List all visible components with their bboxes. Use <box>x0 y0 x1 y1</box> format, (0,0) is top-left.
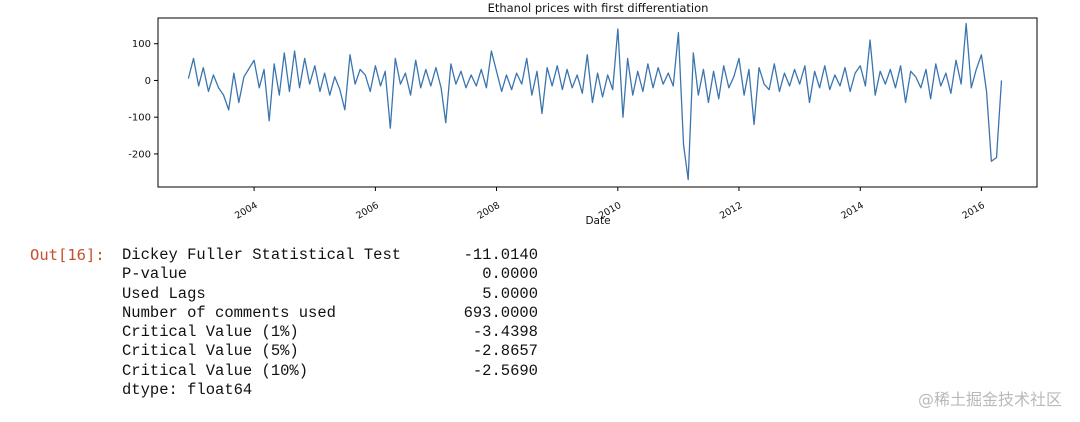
output-row: Critical Value (5%) -2.8657 <box>122 342 538 361</box>
chart-title: Ethanol prices with first differentiatio… <box>488 1 709 15</box>
x-axis-label: Date <box>585 215 610 227</box>
x-tick-label: 2016 <box>960 200 986 222</box>
output-row: P-value 0.0000 <box>122 265 538 284</box>
output-row-label: Used Lags <box>122 284 206 303</box>
plot-frame <box>157 17 1038 188</box>
output-row-label: Dickey Fuller Statistical Test <box>122 246 402 264</box>
output-row: Number of comments used 693.0000 <box>122 304 538 323</box>
y-tick-label: 100 <box>132 39 151 50</box>
output-row-value: 5.0000 <box>482 284 538 303</box>
output-row-label: P-value <box>122 265 188 284</box>
series-line <box>187 22 1003 181</box>
output-row-value: -11.0140 <box>463 246 538 264</box>
y-axis: 100 0 -100 -200 <box>128 39 158 160</box>
adf-test-output: Dickey Fuller Statistical Test -11.0140 P-… <box>122 246 538 400</box>
x-tick-label: 2006 <box>354 200 380 222</box>
output-row-value: -2.5690 <box>472 361 538 380</box>
x-tick-label: 2012 <box>718 200 744 222</box>
output-row: Used Lags 5.0000 <box>122 284 538 304</box>
output-row-label: Critical Value (1%) <box>122 323 299 342</box>
output-row-value: 693.0000 <box>463 303 538 322</box>
output-row: Dickey Fuller Statistical Test -11.0140 <box>122 246 538 265</box>
watermark-text: @稀土掘金技术社区 <box>917 390 1062 409</box>
x-tick-label: 2004 <box>233 200 259 222</box>
x-tick-label: 2014 <box>839 200 865 222</box>
y-tick-label: 0 <box>145 76 151 87</box>
output-row-value: 0.0000 <box>482 265 538 284</box>
output-prompt: Out[16]: <box>30 246 105 264</box>
y-tick-label: -100 <box>128 113 151 124</box>
output-dtype: dtype: float64 <box>122 381 253 400</box>
line-chart: Ethanol prices with first differentiatio… <box>128 1 1038 227</box>
chart-figure: Ethanol prices with first differentiatio… <box>128 1 1038 227</box>
output-row-value: -3.4398 <box>472 323 538 342</box>
y-tick-label: -200 <box>128 149 151 160</box>
x-tick-label: 2008 <box>476 200 502 222</box>
output-row-label: Critical Value (5%) <box>122 342 299 361</box>
output-row-value: -2.8657 <box>472 342 538 361</box>
output-row-label: Critical Value (10%) <box>122 361 309 380</box>
output-row: Critical Value (1%) -3.4398 <box>122 323 538 342</box>
output-row: Critical Value (10%) -2.5690 <box>122 362 538 381</box>
output-row-label: Number of comments used <box>122 303 336 322</box>
